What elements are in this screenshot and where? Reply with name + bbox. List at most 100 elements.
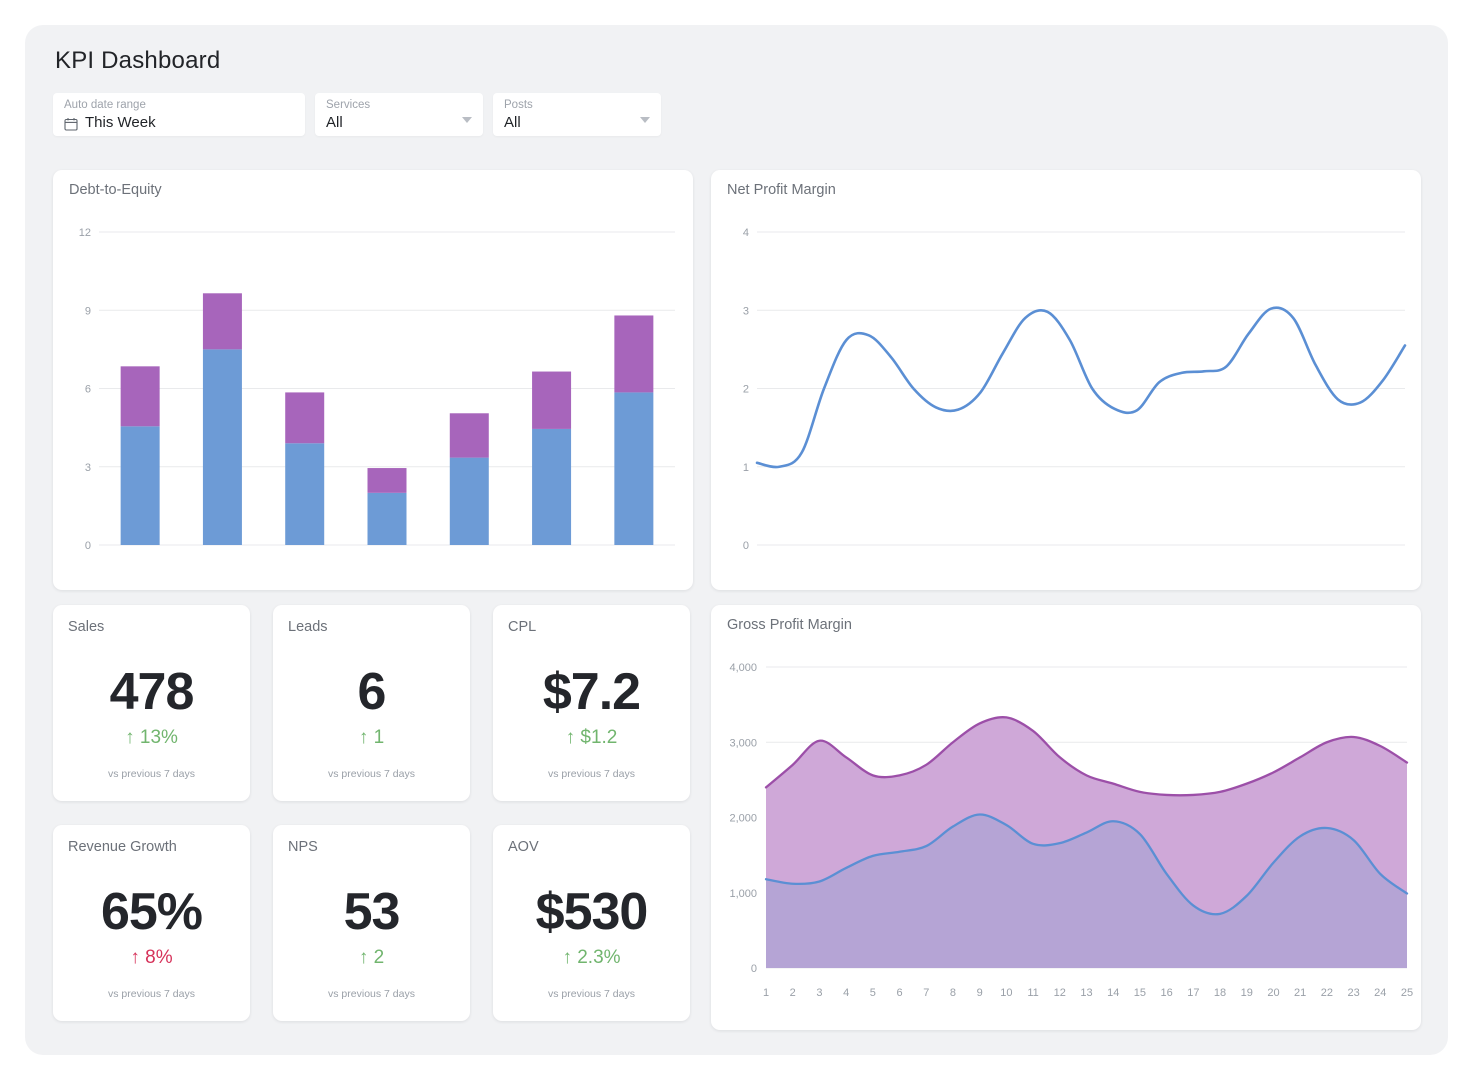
- kpi-delta: ↑ 13%: [125, 727, 178, 748]
- kpi-value: $7.2: [542, 663, 641, 721]
- svg-text:5: 5: [870, 987, 876, 999]
- page-title: KPI Dashboard: [55, 47, 221, 74]
- bar-group: [449, 413, 489, 545]
- svg-text:16: 16: [1161, 987, 1173, 999]
- svg-text:2: 2: [790, 987, 796, 999]
- kpi-subtext: vs previous 7 days: [548, 988, 635, 1000]
- kpi-card-nps[interactable]: NPS 53 ↑ 2 vs previous 7 days: [273, 825, 470, 1021]
- services-value: All: [326, 114, 343, 131]
- kpi-delta: ↑ 8%: [130, 947, 173, 968]
- svg-text:25: 25: [1401, 987, 1413, 999]
- svg-text:21: 21: [1294, 987, 1306, 999]
- kpi-subtext: vs previous 7 days: [108, 988, 195, 1000]
- svg-text:6: 6: [85, 384, 91, 396]
- date-range-value: This Week: [85, 114, 156, 131]
- kpi-card-revenue-growth[interactable]: Revenue Growth 65% ↑ 8% vs previous 7 da…: [53, 825, 250, 1021]
- svg-text:23: 23: [1347, 987, 1359, 999]
- kpi-value: 6: [357, 663, 387, 721]
- svg-text:7: 7: [923, 987, 929, 999]
- kpi-subtext: vs previous 7 days: [108, 768, 195, 780]
- kpi-value: 65%: [100, 883, 203, 941]
- svg-text:2,000: 2,000: [729, 813, 757, 825]
- svg-text:12: 12: [1054, 987, 1066, 999]
- kpi-title: Revenue Growth: [68, 839, 177, 855]
- bar-group: [120, 366, 160, 545]
- svg-text:9: 9: [85, 305, 91, 317]
- kpi-card-leads[interactable]: Leads 6 ↑ 1 vs previous 7 days: [273, 605, 470, 801]
- panel-gross-profit-margin: Gross Profit Margin 0 1,000 2,000 3,000 4,00…: [711, 605, 1421, 1030]
- kpi-card-cpl[interactable]: CPL $7.2 ↑ $1.2 vs previous 7 days: [493, 605, 690, 801]
- date-range-filter[interactable]: Auto date range This Week: [53, 93, 305, 136]
- bar-group: [285, 392, 325, 545]
- posts-label: Posts: [504, 99, 533, 111]
- kpi-value: $530: [535, 883, 649, 941]
- svg-text:11: 11: [1027, 987, 1038, 999]
- kpi-card-sales[interactable]: Sales 478 ↑ 13% vs previous 7 days: [53, 605, 250, 801]
- kpi-title: AOV: [508, 839, 539, 855]
- svg-text:3,000: 3,000: [729, 737, 757, 749]
- svg-text:1: 1: [763, 987, 769, 999]
- kpi-value: 53: [343, 883, 401, 941]
- svg-text:9: 9: [977, 987, 983, 999]
- kpi-card-aov[interactable]: AOV $530 ↑ 2.3% vs previous 7 days: [493, 825, 690, 1021]
- chart-debt-to-equity: 0 3 6 9 12: [79, 227, 675, 552]
- kpi-delta: ↑ 2.3%: [562, 947, 621, 968]
- date-range-value-row: This Week: [64, 112, 294, 134]
- svg-text:24: 24: [1374, 987, 1386, 999]
- kpi-subtext: vs previous 7 days: [328, 988, 415, 1000]
- kpi-title: Sales: [68, 619, 105, 635]
- svg-text:15: 15: [1134, 987, 1146, 999]
- svg-text:4,000: 4,000: [729, 662, 757, 674]
- bar-group: [367, 468, 407, 545]
- svg-text:0: 0: [751, 963, 757, 975]
- panel-title-net-profit-margin: Net Profit Margin: [727, 182, 836, 198]
- svg-text:3: 3: [743, 305, 749, 317]
- panel-title-gross-profit-margin: Gross Profit Margin: [727, 617, 852, 633]
- date-range-label: Auto date range: [64, 99, 146, 111]
- svg-text:3: 3: [816, 987, 822, 999]
- bar-group: [614, 315, 654, 545]
- filter-bar: Auto date range This Week Services All: [53, 93, 661, 136]
- kpi-value: 478: [109, 663, 195, 721]
- panel-title-debt-to-equity: Debt-to-Equity: [69, 182, 162, 198]
- svg-text:13: 13: [1080, 987, 1092, 999]
- kpi-title: NPS: [288, 839, 318, 855]
- chevron-down-icon[interactable]: [462, 117, 472, 123]
- bar-group: [532, 371, 572, 545]
- svg-text:6: 6: [896, 987, 902, 999]
- svg-text:0: 0: [743, 540, 749, 552]
- chevron-down-icon[interactable]: [640, 117, 650, 123]
- svg-text:14: 14: [1107, 987, 1119, 999]
- svg-text:4: 4: [843, 987, 849, 999]
- svg-text:20: 20: [1267, 987, 1279, 999]
- svg-text:17: 17: [1187, 987, 1199, 999]
- svg-text:8: 8: [950, 987, 956, 999]
- kpi-delta: ↑ 2: [358, 947, 385, 968]
- posts-value: All: [504, 114, 521, 131]
- kpi-subtext: vs previous 7 days: [328, 768, 415, 780]
- svg-text:12: 12: [79, 227, 91, 239]
- kpi-delta: ↑ 1: [358, 727, 385, 748]
- bar-group: [202, 293, 242, 545]
- svg-text:19: 19: [1241, 987, 1253, 999]
- svg-text:3: 3: [85, 462, 91, 474]
- svg-text:0: 0: [85, 540, 91, 552]
- svg-text:22: 22: [1321, 987, 1333, 999]
- panel-debt-to-equity: Debt-to-Equity 0 3 6 9 12: [53, 170, 693, 590]
- svg-text:10: 10: [1000, 987, 1012, 999]
- calendar-icon: [64, 116, 78, 131]
- services-filter[interactable]: Services All: [315, 93, 483, 136]
- panel-net-profit-margin: Net Profit Margin 0 1 2 3 4: [711, 170, 1421, 590]
- svg-text:4: 4: [743, 227, 749, 239]
- svg-text:18: 18: [1214, 987, 1226, 999]
- dashboard-root: KPI Dashboard Auto date range This Week …: [25, 25, 1448, 1055]
- kpi-delta: ↑ $1.2: [565, 727, 618, 748]
- kpi-title: CPL: [508, 619, 537, 635]
- chart-net-profit-margin: 0 1 2 3 4: [743, 227, 1407, 552]
- kpi-subtext: vs previous 7 days: [548, 768, 635, 780]
- posts-filter[interactable]: Posts All: [493, 93, 661, 136]
- kpi-title: Leads: [288, 619, 328, 635]
- svg-text:2: 2: [743, 384, 749, 396]
- svg-text:1: 1: [743, 462, 749, 474]
